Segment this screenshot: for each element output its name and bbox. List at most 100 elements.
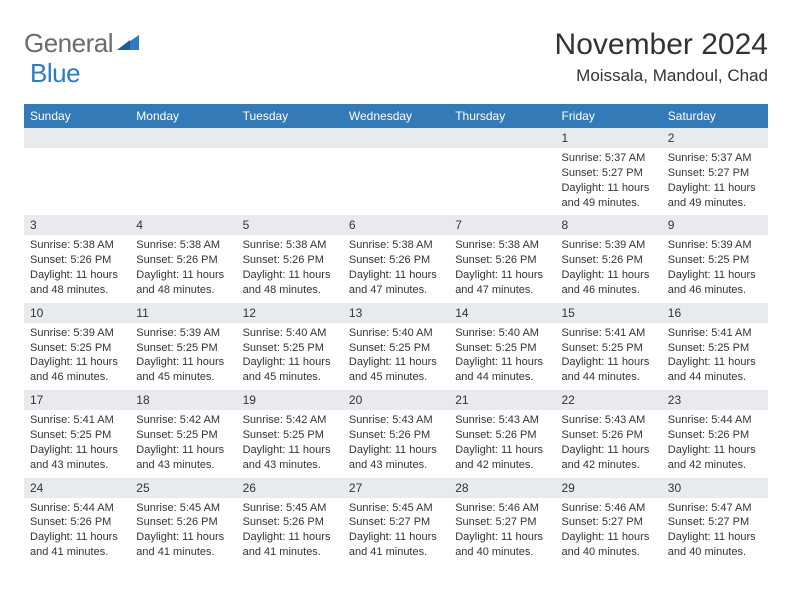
calendar-row: 3Sunrise: 5:38 AMSunset: 5:26 PMDaylight… [24,215,768,302]
sunset-line: Sunset: 5:25 PM [136,428,230,443]
cell-body [449,148,555,208]
sunset-line: Sunset: 5:25 PM [243,428,337,443]
daylight-line: Daylight: 11 hours and 42 minutes. [561,443,655,473]
daylight-line: Daylight: 11 hours and 46 minutes. [30,355,124,385]
sunrise-line: Sunrise: 5:44 AM [30,501,124,516]
cell-body: Sunrise: 5:39 AMSunset: 5:25 PMDaylight:… [130,323,236,390]
daylight-line: Daylight: 11 hours and 40 minutes. [668,530,762,560]
daylight-line: Daylight: 11 hours and 43 minutes. [136,443,230,473]
calendar-row: 24Sunrise: 5:44 AMSunset: 5:26 PMDayligh… [24,478,768,565]
day-header: Monday [130,104,236,128]
cell-body: Sunrise: 5:43 AMSunset: 5:26 PMDaylight:… [343,410,449,477]
sunrise-line: Sunrise: 5:40 AM [349,326,443,341]
sunrise-line: Sunrise: 5:37 AM [561,151,655,166]
daylight-line: Daylight: 11 hours and 45 minutes. [136,355,230,385]
date-bar [130,128,236,148]
sunset-line: Sunset: 5:27 PM [561,515,655,530]
daylight-line: Daylight: 11 hours and 48 minutes. [243,268,337,298]
calendar-body: 1Sunrise: 5:37 AMSunset: 5:27 PMDaylight… [24,128,768,565]
date-bar: 30 [662,478,768,498]
calendar-cell-empty [130,128,236,215]
daylight-line: Daylight: 11 hours and 43 minutes. [243,443,337,473]
calendar-cell: 10Sunrise: 5:39 AMSunset: 5:25 PMDayligh… [24,303,130,390]
calendar-cell: 14Sunrise: 5:40 AMSunset: 5:25 PMDayligh… [449,303,555,390]
sunset-line: Sunset: 5:26 PM [349,253,443,268]
sunset-line: Sunset: 5:25 PM [668,341,762,356]
daylight-line: Daylight: 11 hours and 46 minutes. [668,268,762,298]
date-bar: 18 [130,390,236,410]
cell-body: Sunrise: 5:39 AMSunset: 5:26 PMDaylight:… [555,235,661,302]
calendar-cell: 13Sunrise: 5:40 AMSunset: 5:25 PMDayligh… [343,303,449,390]
sunrise-line: Sunrise: 5:43 AM [349,413,443,428]
date-bar: 28 [449,478,555,498]
date-bar: 23 [662,390,768,410]
date-bar: 13 [343,303,449,323]
location: Moissala, Mandoul, Chad [555,66,768,86]
daylight-line: Daylight: 11 hours and 43 minutes. [349,443,443,473]
cell-body: Sunrise: 5:39 AMSunset: 5:25 PMDaylight:… [24,323,130,390]
sunset-line: Sunset: 5:26 PM [455,253,549,268]
cell-body: Sunrise: 5:42 AMSunset: 5:25 PMDaylight:… [130,410,236,477]
sunrise-line: Sunrise: 5:37 AM [668,151,762,166]
sunset-line: Sunset: 5:27 PM [349,515,443,530]
calendar-cell-empty [343,128,449,215]
calendar-cell: 11Sunrise: 5:39 AMSunset: 5:25 PMDayligh… [130,303,236,390]
cell-body: Sunrise: 5:38 AMSunset: 5:26 PMDaylight:… [130,235,236,302]
calendar-cell: 22Sunrise: 5:43 AMSunset: 5:26 PMDayligh… [555,390,661,477]
calendar-cell: 24Sunrise: 5:44 AMSunset: 5:26 PMDayligh… [24,478,130,565]
day-header: Tuesday [237,104,343,128]
day-header: Saturday [662,104,768,128]
calendar-table: SundayMondayTuesdayWednesdayThursdayFrid… [24,104,768,565]
calendar-cell: 30Sunrise: 5:47 AMSunset: 5:27 PMDayligh… [662,478,768,565]
calendar-cell-empty [237,128,343,215]
cell-body: Sunrise: 5:43 AMSunset: 5:26 PMDaylight:… [555,410,661,477]
calendar-cell: 21Sunrise: 5:43 AMSunset: 5:26 PMDayligh… [449,390,555,477]
cell-body: Sunrise: 5:38 AMSunset: 5:26 PMDaylight:… [449,235,555,302]
daylight-line: Daylight: 11 hours and 48 minutes. [30,268,124,298]
daylight-line: Daylight: 11 hours and 49 minutes. [561,181,655,211]
date-bar [237,128,343,148]
cell-body: Sunrise: 5:44 AMSunset: 5:26 PMDaylight:… [662,410,768,477]
sunrise-line: Sunrise: 5:44 AM [668,413,762,428]
sunrise-line: Sunrise: 5:39 AM [668,238,762,253]
calendar-cell: 5Sunrise: 5:38 AMSunset: 5:26 PMDaylight… [237,215,343,302]
sunrise-line: Sunrise: 5:38 AM [349,238,443,253]
daylight-line: Daylight: 11 hours and 48 minutes. [136,268,230,298]
date-bar: 7 [449,215,555,235]
sunset-line: Sunset: 5:26 PM [561,253,655,268]
cell-body: Sunrise: 5:39 AMSunset: 5:25 PMDaylight:… [662,235,768,302]
daylight-line: Daylight: 11 hours and 44 minutes. [561,355,655,385]
cell-body: Sunrise: 5:40 AMSunset: 5:25 PMDaylight:… [449,323,555,390]
logo: General [24,28,141,59]
sunset-line: Sunset: 5:25 PM [455,341,549,356]
calendar-cell: 20Sunrise: 5:43 AMSunset: 5:26 PMDayligh… [343,390,449,477]
sunrise-line: Sunrise: 5:42 AM [136,413,230,428]
calendar-cell: 25Sunrise: 5:45 AMSunset: 5:26 PMDayligh… [130,478,236,565]
date-bar: 5 [237,215,343,235]
calendar-cell: 18Sunrise: 5:42 AMSunset: 5:25 PMDayligh… [130,390,236,477]
daylight-line: Daylight: 11 hours and 40 minutes. [561,530,655,560]
date-bar [449,128,555,148]
sunrise-line: Sunrise: 5:41 AM [561,326,655,341]
cell-body [130,148,236,208]
sunrise-line: Sunrise: 5:39 AM [136,326,230,341]
sunrise-line: Sunrise: 5:39 AM [30,326,124,341]
date-bar: 9 [662,215,768,235]
calendar-cell: 2Sunrise: 5:37 AMSunset: 5:27 PMDaylight… [662,128,768,215]
cell-body: Sunrise: 5:42 AMSunset: 5:25 PMDaylight:… [237,410,343,477]
daylight-line: Daylight: 11 hours and 40 minutes. [455,530,549,560]
date-bar: 2 [662,128,768,148]
date-bar: 12 [237,303,343,323]
calendar-cell: 9Sunrise: 5:39 AMSunset: 5:25 PMDaylight… [662,215,768,302]
cell-body [343,148,449,208]
date-bar: 27 [343,478,449,498]
date-bar: 1 [555,128,661,148]
sunset-line: Sunset: 5:25 PM [668,253,762,268]
date-bar [24,128,130,148]
cell-body: Sunrise: 5:41 AMSunset: 5:25 PMDaylight:… [555,323,661,390]
sunset-line: Sunset: 5:26 PM [561,428,655,443]
calendar-cell: 6Sunrise: 5:38 AMSunset: 5:26 PMDaylight… [343,215,449,302]
daylight-line: Daylight: 11 hours and 41 minutes. [136,530,230,560]
calendar-cell: 19Sunrise: 5:42 AMSunset: 5:25 PMDayligh… [237,390,343,477]
day-header: Thursday [449,104,555,128]
